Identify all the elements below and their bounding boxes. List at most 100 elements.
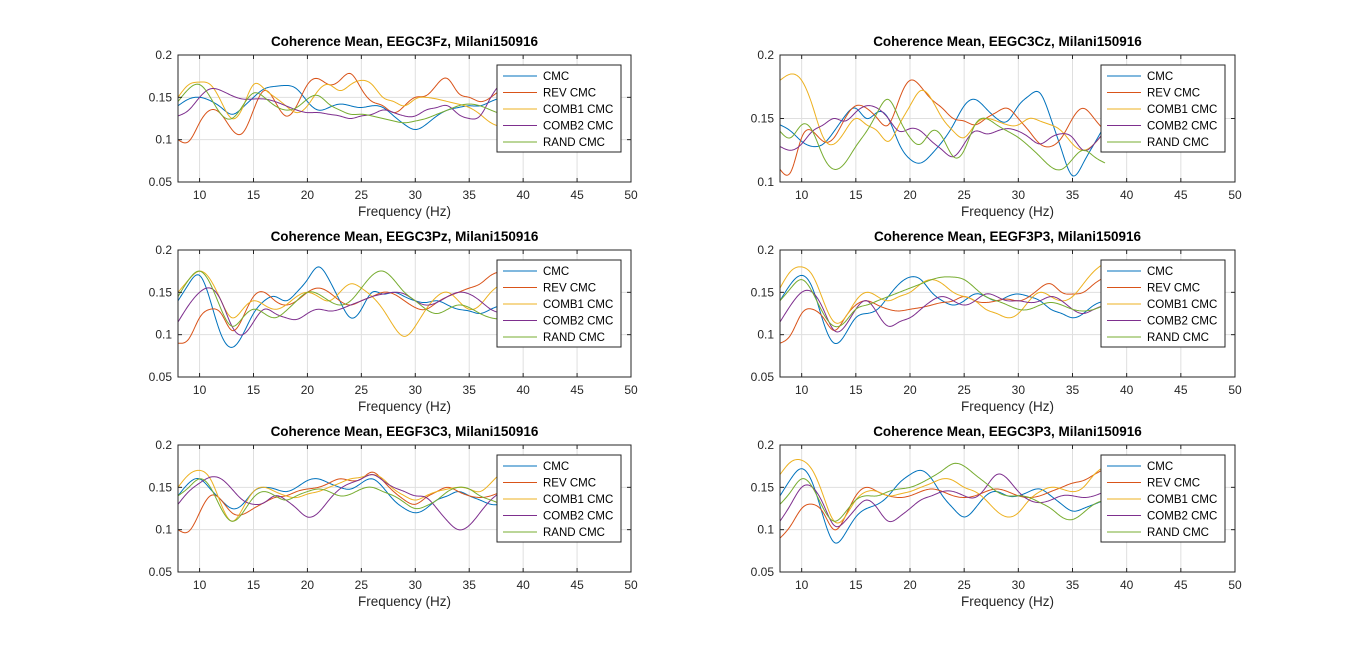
x-tick-label: 50 [1228, 578, 1242, 592]
series-line-comb2-cmc [178, 474, 502, 531]
x-tick-label: 35 [1066, 578, 1080, 592]
legend-entry: RAND CMC [1147, 332, 1209, 344]
legend: CMC REV CMC COMB1 CMC COMB2 CMC RAND CMC [496, 259, 622, 348]
x-axis-label: Frequency (Hz) [358, 594, 451, 609]
legend-entry: RAND CMC [1147, 137, 1209, 149]
y-tick-label: 0.15 [751, 112, 775, 126]
x-tick-label: 35 [463, 383, 477, 397]
legend: CMC REV CMC COMB1 CMC COMB2 CMC RAND CMC [1100, 259, 1226, 348]
axes-box [177, 249, 632, 378]
series-group [178, 469, 502, 534]
x-axis-label: Frequency (Hz) [358, 204, 451, 219]
legend-entry: COMB1 CMC [1147, 104, 1217, 116]
x-tick-label: 40 [1120, 578, 1134, 592]
y-tick-label: 0.15 [149, 285, 173, 299]
legend-entry: REV CMC [1147, 88, 1200, 100]
series-line-comb1-cmc [780, 73, 1106, 151]
series-line-cmc [780, 274, 1106, 345]
legend-entry: CMC [543, 71, 569, 83]
series-group [780, 459, 1106, 544]
y-tick-label: 0.1 [155, 523, 172, 537]
legend-entry: RAND CMC [543, 332, 605, 344]
x-tick-label: 15 [849, 383, 863, 397]
x-tick-label: 50 [1228, 188, 1242, 202]
legend-entry: COMB1 CMC [543, 299, 613, 311]
x-tick-label: 15 [849, 188, 863, 202]
axes-box [779, 444, 1236, 573]
x-tick-label: 25 [957, 578, 971, 592]
x-tick-label: 10 [193, 188, 207, 202]
legend-entry: CMC [1147, 266, 1173, 278]
legend-entry: REV CMC [543, 283, 596, 295]
legend-entry: COMB2 CMC [1147, 316, 1217, 328]
legend-entry: REV CMC [1147, 478, 1200, 490]
y-tick-label: 0.05 [751, 565, 775, 579]
x-tick-label: 40 [1120, 188, 1134, 202]
series-line-cmc [780, 468, 1106, 544]
y-tick-label: 0.2 [757, 438, 774, 452]
x-tick-label: 10 [795, 383, 809, 397]
x-tick-label: 35 [1066, 383, 1080, 397]
y-tick-label: 0.1 [757, 175, 774, 189]
x-axis-label: Frequency (Hz) [961, 399, 1054, 414]
x-tick-label: 25 [355, 383, 369, 397]
x-tick-label: 45 [1174, 383, 1188, 397]
chart-title: Coherence Mean, EEGF3P3, Milani150916 [874, 229, 1142, 244]
x-tick-label: 25 [355, 578, 369, 592]
series-group [780, 73, 1106, 177]
legend-entry: RAND CMC [543, 527, 605, 539]
x-tick-label: 35 [1066, 188, 1080, 202]
x-tick-label: 35 [463, 188, 477, 202]
chart-panel-2: 10 15 20 25 30 35 40 45 50 0.1 0.15 0.2 Coherence Me… [751, 34, 1242, 219]
x-axis-label: Frequency (Hz) [961, 594, 1054, 609]
legend-entry: COMB1 CMC [543, 494, 613, 506]
x-tick-label: 10 [795, 188, 809, 202]
x-tick-label: 45 [1174, 578, 1188, 592]
x-tick-label: 35 [463, 578, 477, 592]
y-tick-label: 0.1 [155, 133, 172, 147]
series-line-rand-cmc [780, 276, 1106, 328]
y-tick-label: 0.2 [155, 48, 172, 62]
x-tick-label: 10 [795, 578, 809, 592]
legend-entry: CMC [543, 266, 569, 278]
legend: CMC REV CMC COMB1 CMC COMB2 CMC RAND CMC [1100, 64, 1226, 153]
series-line-rev-cmc [780, 79, 1106, 176]
axes-box [177, 444, 632, 573]
series-line-rand-cmc [780, 462, 1106, 522]
series-line-comb2-cmc [178, 81, 502, 120]
legend: CMC REV CMC COMB1 CMC COMB2 CMC RAND CMC [496, 454, 622, 543]
x-tick-label: 20 [301, 188, 315, 202]
series-line-comb2-cmc [780, 289, 1106, 333]
x-tick-label: 15 [849, 578, 863, 592]
x-tick-label: 45 [570, 578, 584, 592]
y-tick-label: 0.15 [751, 480, 775, 494]
x-tick-label: 30 [1012, 578, 1026, 592]
legend-entry: CMC [1147, 461, 1173, 473]
x-tick-label: 45 [1174, 188, 1188, 202]
series-line-rand-cmc [178, 270, 502, 327]
series-line-rand-cmc [178, 83, 502, 124]
axes-box [177, 54, 632, 183]
y-tick-label: 0.15 [149, 480, 173, 494]
chart-panel-1: 10 15 20 25 30 35 40 45 50 0.05 0.1 0.15 0.2 Coherenc… [149, 34, 638, 219]
legend-entry: REV CMC [1147, 283, 1200, 295]
series-line-cmc [780, 90, 1106, 177]
legend: CMC REV CMC COMB1 CMC COMB2 CMC RAND CMC [496, 64, 622, 153]
legend-entry: COMB2 CMC [543, 316, 613, 328]
x-tick-label: 20 [903, 383, 917, 397]
legend-entry: COMB1 CMC [1147, 299, 1217, 311]
x-tick-label: 20 [903, 578, 917, 592]
chart-title: Coherence Mean, EEGC3Cz, Milani150916 [873, 34, 1142, 49]
x-tick-label: 45 [570, 383, 584, 397]
x-tick-label: 30 [409, 383, 423, 397]
x-tick-label: 25 [355, 188, 369, 202]
y-tick-label: 0.05 [149, 565, 173, 579]
chart-title: Coherence Mean, EEGC3Pz, Milani150916 [271, 229, 539, 244]
y-tick-label: 0.2 [155, 243, 172, 257]
series-line-cmc [178, 477, 502, 514]
x-tick-label: 50 [624, 578, 638, 592]
chart-panel-6: 10 15 20 25 30 35 40 45 50 0.05 0.1 0.15 0.2 Coherenc… [751, 424, 1242, 609]
chart-title: Coherence Mean, EEGC3P3, Milani150916 [873, 424, 1142, 439]
x-tick-label: 50 [1228, 383, 1242, 397]
